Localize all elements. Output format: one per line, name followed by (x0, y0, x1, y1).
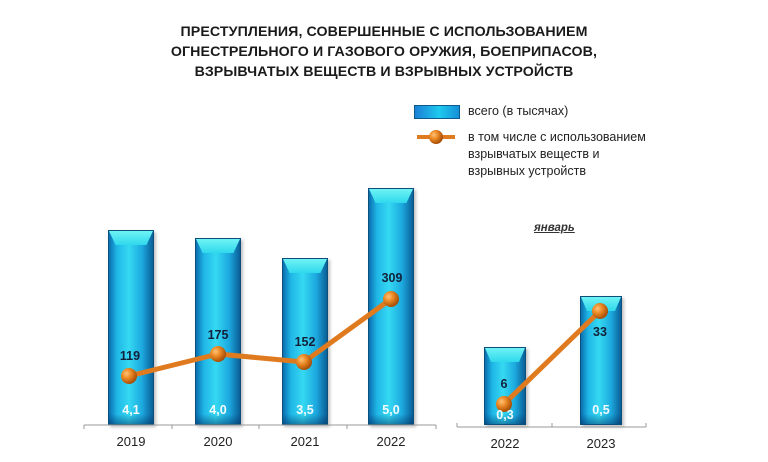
x-label-2019: 2019 (116, 434, 146, 449)
marker-2021 (296, 354, 312, 370)
chart-title-line-1: ПРЕСТУПЛЕНИЯ, СОВЕРШЕННЫЕ С ИСПОЛЬЗОВАНИ… (180, 24, 588, 40)
annual-line-series (128, 296, 393, 379)
legend-line-label-1: в том числе с использованием (468, 130, 646, 144)
bar-value-2020: 4,0 (209, 403, 227, 417)
line-value-2021: 152 (294, 335, 316, 349)
annual-x-axis (83, 424, 437, 429)
january-line-series (502, 309, 602, 406)
chart-title-line-3: ВЗРЫВЧАТЫХ ВЕЩЕСТВ И ВЗРЫВНЫХ УСТРОЙСТВ (194, 64, 574, 80)
legend-line-label-3: взрывных устройств (468, 164, 587, 178)
period-label: январь (534, 222, 575, 234)
x-label-2022: 2022 (376, 434, 406, 449)
bar-value-2019: 4,1 (122, 403, 140, 417)
marker-2022 (383, 291, 399, 307)
legend-line-label-2: взрывчатых веществ и (468, 147, 600, 161)
x-label-jan-2023: 2023 (586, 436, 616, 451)
marker-jan-2023 (592, 303, 608, 319)
line-value-2020: 175 (207, 328, 229, 342)
chart-title-line-2: ОГНЕСТРЕЛЬНОГО И ГАЗОВОГО ОРУЖИЯ, БОЕПРИ… (170, 44, 598, 60)
legend-bar-label: всего (в тысячах) (468, 104, 569, 118)
bar-value-jan-2022: 0,3 (496, 408, 514, 422)
bar-value-jan-2023: 0,5 (592, 403, 610, 417)
line-value-2019: 119 (119, 349, 141, 363)
january-x-axis (456, 423, 647, 428)
legend-bar-swatch-icon (414, 105, 460, 119)
line-value-jan-2023: 33 (593, 325, 607, 339)
marker-2019 (121, 368, 137, 384)
marker-jan-2022 (496, 396, 512, 412)
bar-value-2022: 5,0 (382, 403, 400, 417)
chart-title: ПРЕСТУПЛЕНИЯ, СОВЕРШЕННЫЕ С ИСПОЛЬЗОВАНИ… (100, 22, 668, 82)
x-label-2020: 2020 (203, 434, 233, 449)
marker-2020 (210, 346, 226, 362)
line-value-2022: 309 (381, 271, 403, 285)
bar-2020 (195, 238, 241, 425)
x-label-2021: 2021 (290, 434, 320, 449)
bar-2021 (282, 258, 328, 425)
line-value-jan-2022: 6 (500, 377, 508, 391)
bar-value-2021: 3,5 (296, 403, 314, 417)
x-label-jan-2022: 2022 (490, 436, 520, 451)
